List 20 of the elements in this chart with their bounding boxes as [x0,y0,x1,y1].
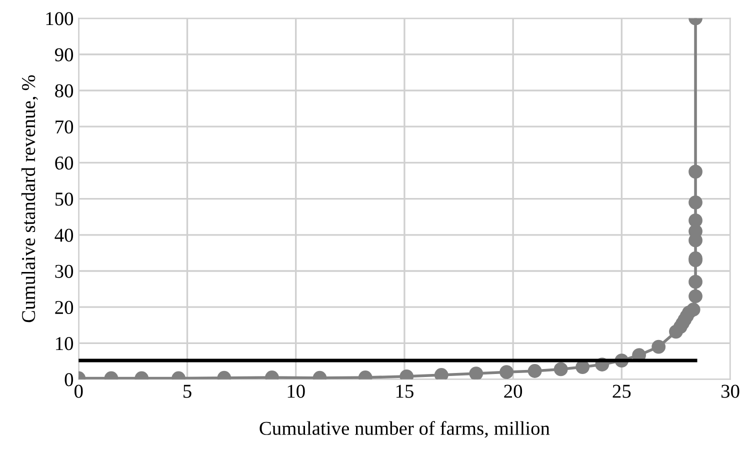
x-tick-label: 15 [396,384,414,398]
y-tick-label: 40 [54,228,74,242]
y-tick-label: 50 [55,192,74,206]
y-tick-label: 90 [54,48,74,62]
x-tick-label: 30 [721,384,740,398]
y-tick-label: 80 [55,84,74,98]
y-tick-label: 70 [56,120,74,134]
x-tick-label: 0 [74,384,83,398]
x-tick-label: 10 [288,384,305,398]
y-tick-label: 0 [64,373,74,386]
y-tick-label: 10 [56,337,74,350]
x-tick-label: 20 [504,384,522,398]
y-tick-label: 60 [55,156,74,170]
y-axis-title: Cumulaive standard revenue, % [21,75,38,322]
y-tick-label: 30 [55,264,74,278]
x-axis-title: Cumulative number of farms, million [260,421,550,438]
x-tick-label: 25 [612,384,631,398]
y-tick-label: 100 [46,12,74,26]
y-tick-label: 20 [55,300,74,314]
x-tick-label: 5 [184,384,192,398]
